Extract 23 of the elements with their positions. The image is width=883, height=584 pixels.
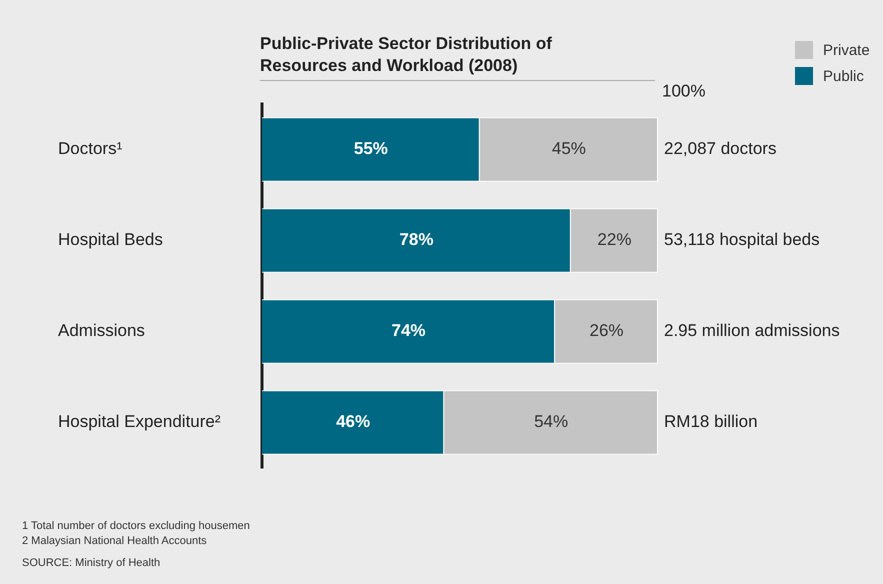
y-tick-label: Hospital Expenditure²: [58, 412, 221, 432]
data-label: 46%: [336, 412, 370, 432]
legend-label: Public: [823, 68, 864, 84]
text: 2 Malaysian National Health Accounts: [22, 534, 208, 549]
y-tick-label: Hospital Beds: [58, 230, 163, 250]
data-label: 78%: [399, 230, 434, 250]
data-label: 26%: [590, 321, 624, 340]
data-label: 45%: [552, 139, 586, 158]
y-tick-label: Doctors¹: [58, 139, 123, 158]
text: 1 Total number of doctors excluding housemen: [22, 519, 250, 534]
text: 53,118 hospital beds: [664, 230, 820, 250]
text: 22,087 doctors: [664, 139, 776, 158]
chart-title: Public-Private Sector Distribution of Resources and Workload (2008): [260, 33, 553, 77]
text: 100%: [662, 82, 706, 101]
data-label: 55%: [354, 139, 388, 158]
legend-label: Private: [823, 42, 870, 58]
data-label: 74%: [392, 321, 426, 340]
text: 2.95 million admissions: [664, 321, 840, 340]
data-label: 22%: [597, 230, 632, 250]
source-note: SOURCE: Ministry of Health: [22, 556, 162, 571]
data-label: 54%: [534, 412, 568, 432]
y-tick-label: Admissions: [58, 321, 145, 340]
text: RM18 billion: [664, 412, 758, 432]
